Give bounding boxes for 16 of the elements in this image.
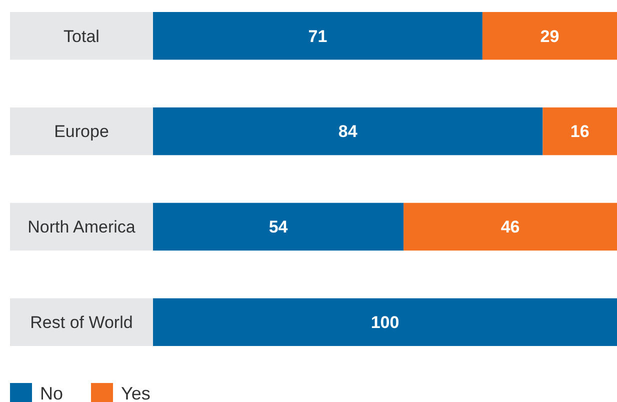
data-label: 16 — [570, 122, 590, 142]
bar — [542, 107, 617, 156]
data-label: 54 — [268, 218, 288, 237]
y-tick-label: Total — [64, 26, 100, 46]
y-tick-label: North America — [28, 218, 136, 237]
bar — [482, 12, 617, 60]
data-label: 100 — [370, 313, 400, 332]
y-tick-label: Rest of World — [30, 313, 133, 332]
legend-label: No — [40, 383, 64, 402]
data-label: 71 — [308, 26, 328, 46]
data-label: 84 — [338, 122, 358, 142]
y-tick-label: Europe — [54, 122, 109, 142]
data-label: 29 — [540, 26, 560, 46]
bar — [404, 202, 617, 251]
data-label: 46 — [500, 218, 520, 237]
legend-label: Yes — [121, 383, 150, 402]
